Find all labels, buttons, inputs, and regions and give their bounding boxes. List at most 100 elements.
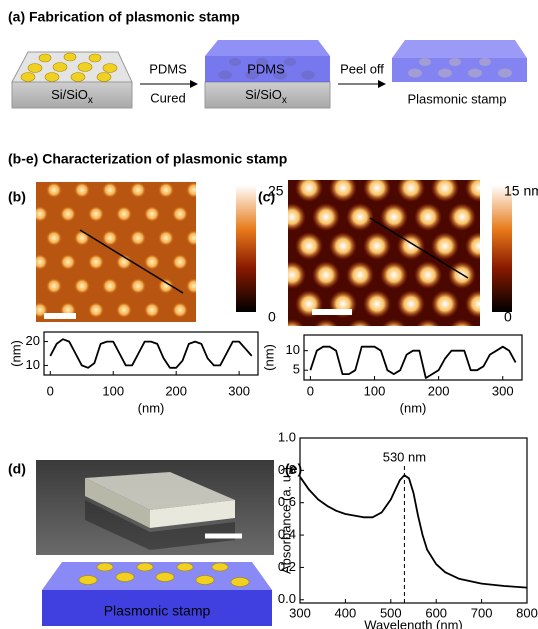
x-axis-label: (nm)	[138, 400, 165, 415]
afm-dot	[346, 319, 374, 347]
x-tick-label: 0	[47, 383, 54, 398]
afm-dot	[130, 326, 146, 342]
panel-label: (c)	[258, 189, 275, 205]
afm-dot	[172, 206, 188, 222]
afm-dot	[499, 348, 527, 376]
afm-dot	[102, 326, 118, 342]
afm-dot	[329, 232, 357, 260]
panel-label: (d)	[8, 461, 26, 477]
x-tick-label: 300	[492, 383, 514, 398]
afm-dot	[88, 206, 104, 222]
afm-dot	[74, 182, 90, 198]
x-tick-label: 100	[102, 383, 124, 398]
afm-dot	[18, 278, 34, 294]
y-tick-label: 1.0	[278, 429, 296, 444]
y-tick-label: 10	[286, 342, 300, 357]
y-axis-label: (nm)	[8, 340, 23, 367]
panel-label: (b)	[8, 189, 26, 205]
afm-dot	[186, 278, 202, 294]
afm-dot	[431, 290, 459, 318]
afm-dot	[116, 206, 132, 222]
y-axis-label: (nm)	[261, 344, 276, 371]
x-axis-label: (nm)	[400, 400, 427, 415]
x-axis-label: Wavelength (nm)	[364, 617, 463, 629]
x-tick-label: 400	[335, 605, 357, 620]
x-tick-label: 200	[428, 383, 450, 398]
afm-dot	[346, 203, 374, 231]
afm-dot	[312, 261, 340, 289]
afm-dot	[144, 206, 160, 222]
arrow-label: Peel off	[340, 61, 384, 76]
data-line	[50, 339, 251, 368]
panel-title: (a) Fabrication of plasmonic stamp	[8, 9, 240, 25]
stamp-label: Plasmonic stamp	[104, 603, 211, 619]
afm-dot	[74, 230, 90, 246]
afm-dot	[278, 203, 306, 231]
afm-dot	[102, 230, 118, 246]
afm-dot	[414, 319, 442, 347]
afm-dot	[329, 174, 357, 202]
colorbar	[236, 185, 256, 312]
afm-dot	[186, 326, 202, 342]
arrow-head	[378, 80, 386, 88]
afm-dot	[46, 326, 62, 342]
arrow-label: PDMS	[149, 61, 187, 76]
afm-dot	[200, 254, 216, 270]
afm-dot	[130, 182, 146, 198]
afm-dot	[278, 261, 306, 289]
y-tick-label: 5	[293, 362, 300, 377]
afm-dot	[448, 319, 476, 347]
colorbar-label: 0	[268, 309, 276, 325]
afm-dot	[18, 230, 34, 246]
afm-dot	[465, 174, 493, 202]
x-tick-label: 300	[289, 605, 311, 620]
result-label: Plasmonic stamp	[408, 91, 507, 106]
afm-dot	[295, 174, 323, 202]
afm-dot	[431, 174, 459, 202]
afm-dot	[261, 232, 289, 260]
x-tick-label: 200	[165, 383, 187, 398]
afm-dot	[414, 203, 442, 231]
colorbar	[492, 185, 512, 312]
afm-dot	[312, 319, 340, 347]
afm-dot	[214, 326, 230, 342]
arrow-head	[190, 80, 198, 88]
afm-dot	[295, 232, 323, 260]
colorbar-label: 0	[504, 309, 512, 325]
afm-dot	[465, 290, 493, 318]
afm-dot	[32, 206, 48, 222]
afm-dot	[363, 348, 391, 376]
afm-dot	[465, 348, 493, 376]
afm-dot	[46, 182, 62, 198]
y-tick-label: 10	[26, 357, 40, 372]
afm-dot	[397, 232, 425, 260]
afm-dot	[46, 278, 62, 294]
x-tick-label: 300	[228, 383, 250, 398]
afm-image	[261, 174, 527, 376]
afm-dot	[172, 302, 188, 318]
data-line	[310, 347, 515, 378]
afm-dot	[102, 182, 118, 198]
x-tick-label: 0	[307, 383, 314, 398]
afm-dot	[46, 230, 62, 246]
afm-dot	[363, 232, 391, 260]
afm-dot	[363, 174, 391, 202]
x-tick-label: 100	[364, 383, 386, 398]
afm-dot	[74, 278, 90, 294]
afm-dot	[380, 319, 408, 347]
section-title: (b-e) Characterization of plasmonic stam…	[8, 151, 287, 167]
afm-dot	[186, 182, 202, 198]
afm-dot	[88, 254, 104, 270]
y-tick-label: 0.0	[278, 591, 296, 606]
afm-dot	[60, 254, 76, 270]
colorbar-label: 15 nm	[504, 183, 538, 199]
afm-dot	[363, 290, 391, 318]
afm-dot	[200, 206, 216, 222]
y-tick-label: 20	[26, 333, 40, 348]
data-line	[300, 475, 527, 587]
afm-dot	[200, 302, 216, 318]
y-axis-label: Absorbance (a. u.)	[278, 467, 293, 574]
afm-dot	[312, 203, 340, 231]
afm-dot	[214, 230, 230, 246]
arrow-label: Cured	[150, 90, 185, 105]
